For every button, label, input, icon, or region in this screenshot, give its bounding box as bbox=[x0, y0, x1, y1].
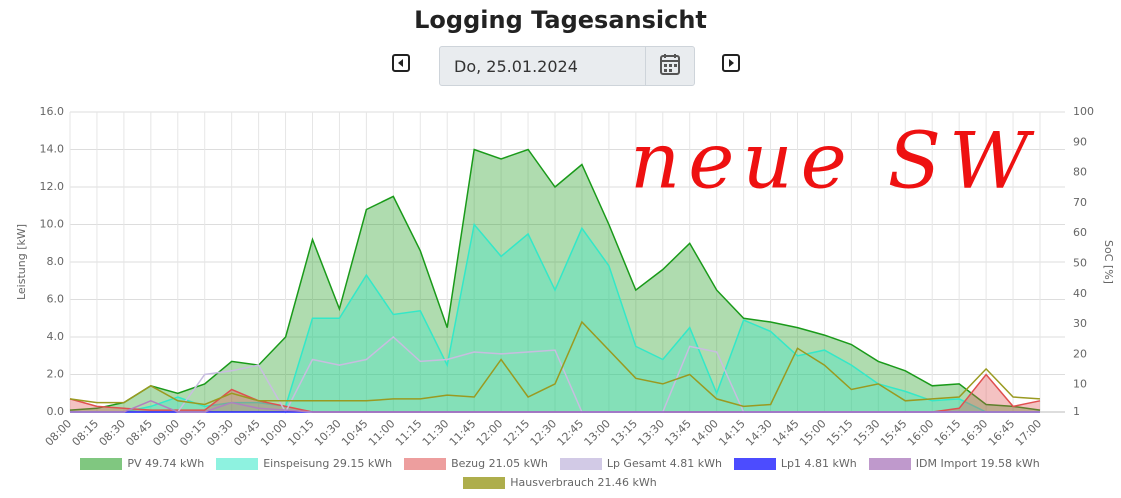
y2-tick-label: 20 bbox=[1073, 347, 1087, 360]
annotation: neue SW bbox=[630, 117, 1037, 207]
x-tick-label: 12:30 bbox=[528, 417, 560, 449]
chart: 0.0 2.0 4.0 6.0 8.0 10.0 12.0 14.0 16.0 1 10 20 30 40… bbox=[15, 105, 1115, 449]
y2-tick-label: 100 bbox=[1073, 105, 1094, 118]
x-tick-label: 11:30 bbox=[420, 417, 452, 449]
y2-tick-label: 50 bbox=[1073, 257, 1087, 270]
legend-label: Bezug 21.05 kWh bbox=[451, 457, 548, 470]
calendar-button[interactable] bbox=[645, 47, 694, 85]
y2-tick-label: 30 bbox=[1073, 317, 1087, 330]
y-tick-label: 6.0 bbox=[47, 293, 65, 306]
x-tick-label: 10:15 bbox=[285, 417, 317, 449]
y-tick-label: 0.0 bbox=[47, 405, 65, 418]
y-tick-label: 2.0 bbox=[47, 368, 65, 381]
x-tick-label: 09:45 bbox=[231, 417, 263, 449]
x-tick-label: 13:00 bbox=[582, 417, 614, 449]
legend-label: Einspeisung 29.15 kWh bbox=[263, 457, 393, 470]
x-tick-label: 09:15 bbox=[177, 417, 209, 449]
x-tick-label: 15:45 bbox=[878, 417, 910, 449]
x-tick-label: 11:45 bbox=[447, 417, 479, 449]
x-tick-label: 17:00 bbox=[1013, 417, 1045, 449]
area-fill bbox=[70, 149, 1040, 412]
legend-item[interactable]: PV 49.74 kWh bbox=[80, 457, 204, 470]
x-tick-label: 10:30 bbox=[312, 417, 344, 449]
next-day-button[interactable] bbox=[722, 54, 740, 72]
x-tick-label: 09:00 bbox=[150, 417, 182, 449]
legend-label: PV 49.74 kWh bbox=[127, 457, 205, 470]
x-tick-label: 16:30 bbox=[959, 417, 991, 449]
legend-swatch bbox=[463, 476, 506, 489]
x-tick-label: 11:15 bbox=[393, 417, 425, 449]
x-tick-label: 15:15 bbox=[824, 417, 856, 449]
series-line bbox=[69, 148, 1041, 411]
x-tick-label: 14:45 bbox=[770, 417, 802, 449]
y2-tick-label: 10 bbox=[1073, 378, 1087, 391]
series-line bbox=[69, 320, 1041, 408]
legend-item[interactable]: IDM Import 19.58 kWh bbox=[868, 457, 1040, 470]
date-text: Do, 25.01.2024 bbox=[454, 57, 578, 76]
x-tick-label: 11:00 bbox=[366, 417, 398, 449]
x-tick-label: 10:00 bbox=[258, 417, 290, 449]
legend-label: Lp1 4.81 kWh bbox=[780, 457, 857, 470]
x-tick-label: 16:15 bbox=[932, 417, 964, 449]
legend: PV 49.74 kWh Einspeisung 29.15 kWh Bezug 2… bbox=[80, 457, 1040, 489]
area-fill bbox=[70, 224, 1040, 412]
legend-swatch bbox=[868, 457, 911, 470]
y2-tick-label: 90 bbox=[1073, 135, 1087, 148]
legend-item[interactable]: Hausverbrauch 21.46 kWh bbox=[463, 476, 657, 489]
legend-label: Hausverbrauch 21.46 kWh bbox=[510, 476, 657, 489]
x-tick-label: 09:30 bbox=[204, 417, 236, 449]
x-tick-label: 08:30 bbox=[97, 417, 129, 449]
x-tick-label: 12:15 bbox=[501, 417, 533, 449]
date-picker[interactable]: Do, 25.01.2024 bbox=[439, 46, 695, 86]
x-tick-label: 13:30 bbox=[635, 417, 667, 449]
y2-tick-label: 80 bbox=[1073, 166, 1087, 179]
legend-swatch bbox=[404, 457, 447, 470]
y2-tick-label: 70 bbox=[1073, 196, 1087, 209]
x-tick-label: 14:00 bbox=[689, 417, 721, 449]
y-tick-label: 14.0 bbox=[40, 143, 65, 156]
prev-day-button[interactable] bbox=[392, 54, 410, 72]
x-tick-label: 13:45 bbox=[662, 417, 694, 449]
legend-swatch bbox=[80, 457, 123, 470]
x-tick-label: 15:00 bbox=[797, 417, 829, 449]
x-tick-label: 08:45 bbox=[123, 417, 155, 449]
legend-label: Lp Gesamt 4.81 kWh bbox=[606, 457, 722, 470]
x-tick-label: 13:15 bbox=[608, 417, 640, 449]
y2-tick-label: 60 bbox=[1073, 226, 1087, 239]
y-tick-label: 12.0 bbox=[40, 180, 65, 193]
y2-tick-label: 1 bbox=[1073, 405, 1080, 418]
x-tick-label: 16:00 bbox=[905, 417, 937, 449]
x-tick-label: 10:45 bbox=[339, 417, 371, 449]
y2-tick-label: 40 bbox=[1073, 287, 1087, 300]
x-tick-label: 16:45 bbox=[986, 417, 1018, 449]
legend-label: IDM Import 19.58 kWh bbox=[915, 457, 1040, 470]
x-tick-label: 14:15 bbox=[716, 417, 748, 449]
x-tick-label: 08:00 bbox=[43, 417, 75, 449]
legend-swatch bbox=[559, 457, 602, 470]
y2-axis-label: SoC [%] bbox=[1102, 240, 1115, 284]
x-tick-label: 12:45 bbox=[555, 417, 587, 449]
legend-item[interactable]: Lp Gesamt 4.81 kWh bbox=[559, 457, 722, 470]
y-tick-label: 16.0 bbox=[40, 105, 65, 118]
page-title: Logging Tagesansicht bbox=[414, 6, 707, 34]
legend-item[interactable]: Lp1 4.81 kWh bbox=[733, 457, 857, 470]
legend-swatch bbox=[733, 457, 776, 470]
y-tick-label: 10.0 bbox=[40, 218, 65, 231]
x-tick-label: 12:00 bbox=[474, 417, 506, 449]
y-tick-label: 4.0 bbox=[47, 330, 65, 343]
y-axis-label: Leistung [kW] bbox=[15, 224, 28, 300]
x-tick-label: 15:30 bbox=[851, 417, 883, 449]
y-tick-label: 8.0 bbox=[47, 255, 65, 268]
legend-swatch bbox=[216, 457, 259, 470]
series-line bbox=[70, 399, 1040, 413]
legend-item[interactable]: Einspeisung 29.15 kWh bbox=[216, 457, 392, 470]
x-tick-label: 14:30 bbox=[743, 417, 775, 449]
x-tick-label: 08:15 bbox=[70, 417, 102, 449]
legend-item[interactable]: Bezug 21.05 kWh bbox=[404, 457, 548, 470]
